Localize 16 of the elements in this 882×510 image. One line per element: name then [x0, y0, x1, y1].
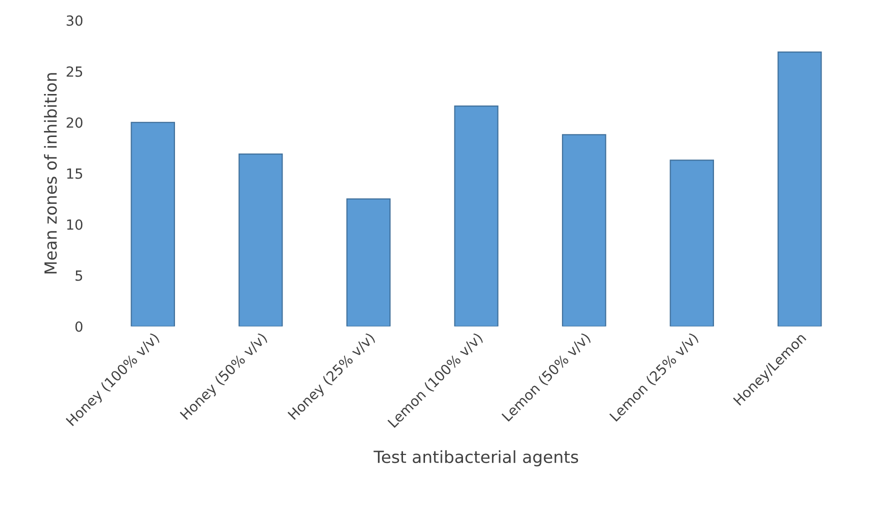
bar — [454, 106, 498, 326]
bar — [562, 134, 606, 326]
bar — [238, 153, 283, 326]
y-tick-label: 0 — [75, 321, 82, 332]
y-tick-label: 15 — [67, 168, 82, 179]
bar — [670, 160, 714, 326]
y-tick-label: 20 — [66, 117, 82, 128]
y-axis-title: Mean zones of inhibition — [44, 73, 57, 274]
bar — [130, 122, 175, 326]
y-tick-label: 30 — [66, 15, 82, 26]
x-axis-title: Test antibacterial agents — [374, 450, 578, 466]
bar — [346, 198, 391, 326]
y-tick-label: 5 — [76, 270, 82, 281]
y-tick-label: 10 — [67, 219, 82, 230]
bar — [778, 51, 822, 326]
y-tick-label: 25 — [66, 66, 82, 77]
